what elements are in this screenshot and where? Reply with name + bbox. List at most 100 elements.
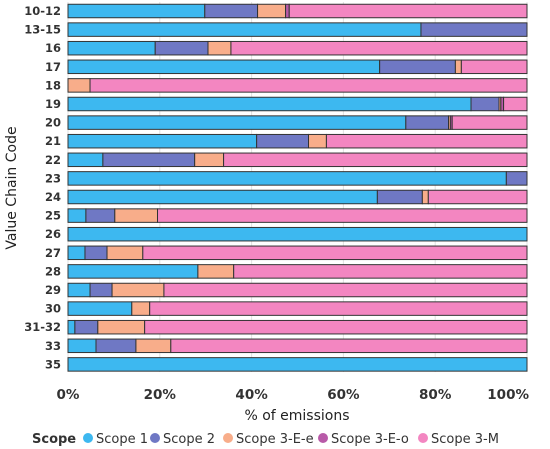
- bar-segment: [67, 3, 206, 19]
- bar-segment: [85, 208, 116, 223]
- y-axis-ticks: 10-12 13-15 16 17 18 19 20 21 22 23 24 25 26 27 28 29 30…: [24, 4, 61, 371]
- y-tick-label: 33: [45, 339, 61, 353]
- bar-segment: [223, 152, 528, 168]
- bar-row: [67, 189, 528, 205]
- bar-row: [67, 133, 528, 149]
- bar-segment: [308, 133, 327, 149]
- x-tick-label: 100%: [487, 387, 529, 403]
- bar-segment: [97, 319, 146, 335]
- bar-segment: [233, 264, 528, 279]
- bar-segment: [503, 96, 528, 112]
- y-tick-label: 28: [45, 264, 61, 278]
- bar-row: [67, 171, 528, 186]
- bar-segment: [470, 96, 500, 112]
- bar-segment: [144, 319, 528, 335]
- bar-row: [67, 245, 528, 261]
- legend-marker: [418, 433, 428, 443]
- bar-segment: [67, 245, 86, 261]
- bar-segment: [74, 319, 99, 335]
- bar-segment: [257, 3, 287, 19]
- bar-segment: [67, 59, 381, 75]
- bar-segment: [421, 189, 429, 205]
- bar-segment: [89, 282, 113, 298]
- bar-segment: [67, 357, 528, 372]
- legend-label: Scope 1: [96, 432, 148, 447]
- bar-segment: [67, 226, 528, 242]
- y-tick-label: 26: [45, 227, 61, 241]
- bar-segment: [67, 171, 507, 186]
- legend: Scope Scope 1 Scope 2 Scope 3-E-e Scope 3-E…: [32, 432, 499, 447]
- bar-segment: [142, 245, 528, 261]
- bar-row: [67, 22, 528, 37]
- y-tick-label: 22: [45, 153, 61, 167]
- bar-row: [67, 40, 528, 56]
- bar-row: [67, 338, 528, 354]
- bar-row: [67, 282, 528, 298]
- legend-title: Scope: [32, 432, 76, 447]
- bar-segment: [102, 152, 196, 168]
- bar-row: [67, 319, 528, 335]
- bar-row: [67, 96, 528, 112]
- bar-segment: [95, 338, 137, 354]
- bar-row: [67, 226, 528, 242]
- y-tick-label: 16: [45, 41, 61, 55]
- y-axis-title: Value Chain Code: [4, 126, 20, 249]
- legend-label: Scope 3-E-o: [331, 432, 409, 447]
- bar-segment: [204, 3, 259, 19]
- bar-row: [67, 152, 528, 168]
- bar-segment: [154, 40, 209, 56]
- bar-row: [67, 264, 528, 279]
- y-tick-label: 10-12: [24, 4, 61, 18]
- x-tick-label: 20%: [144, 387, 177, 403]
- bar-segment: [67, 152, 104, 168]
- y-tick-label: 24: [45, 190, 61, 204]
- bar-segment: [67, 282, 91, 298]
- y-tick-label: 21: [45, 134, 61, 148]
- bar-segment: [288, 3, 528, 19]
- legend-marker: [83, 433, 93, 443]
- bar-segment: [197, 264, 235, 279]
- bar-segment: [135, 338, 172, 354]
- bar-segment: [67, 78, 91, 93]
- bar-row: [67, 59, 528, 75]
- bar-segment: [67, 208, 87, 223]
- y-tick-label: 17: [45, 60, 61, 74]
- y-tick-label: 13-15: [24, 23, 61, 37]
- y-tick-label: 25: [45, 209, 61, 223]
- x-tick-label: 60%: [327, 387, 360, 403]
- bar-row: [67, 115, 528, 130]
- bar-segment: [67, 189, 378, 205]
- bar-segment: [67, 133, 258, 149]
- x-axis-ticks: 0% 20% 40% 60% 80% 100%: [57, 387, 530, 403]
- bar-segment: [256, 133, 310, 149]
- bar-segment: [405, 115, 450, 130]
- bar-segment: [194, 152, 225, 168]
- legend-marker: [223, 433, 233, 443]
- bar-segment: [460, 59, 528, 75]
- bar-row: [67, 3, 528, 19]
- bar-segment: [163, 282, 528, 298]
- y-tick-label: 18: [45, 78, 61, 92]
- y-tick-label: 27: [45, 246, 61, 260]
- bar-row: [67, 357, 528, 372]
- bar-series: [67, 3, 528, 372]
- x-tick-label: 40%: [235, 387, 268, 403]
- bar-segment: [106, 245, 144, 261]
- bar-segment: [67, 301, 133, 316]
- bar-segment: [67, 319, 76, 335]
- y-tick-label: 35: [45, 357, 61, 371]
- y-tick-label: 20: [45, 116, 61, 130]
- legend-marker: [318, 433, 328, 443]
- bar-segment: [67, 264, 199, 279]
- bar-segment: [149, 301, 528, 316]
- bar-row: [67, 208, 528, 223]
- x-tick-label: 0%: [57, 387, 80, 403]
- y-tick-label: 30: [45, 302, 61, 316]
- bar-row: [67, 78, 528, 93]
- bar-segment: [84, 245, 108, 261]
- bar-segment: [131, 301, 151, 316]
- bar-segment: [505, 171, 528, 186]
- x-axis-title: % of emissions: [244, 408, 349, 424]
- gridlines: [67, 2, 528, 372]
